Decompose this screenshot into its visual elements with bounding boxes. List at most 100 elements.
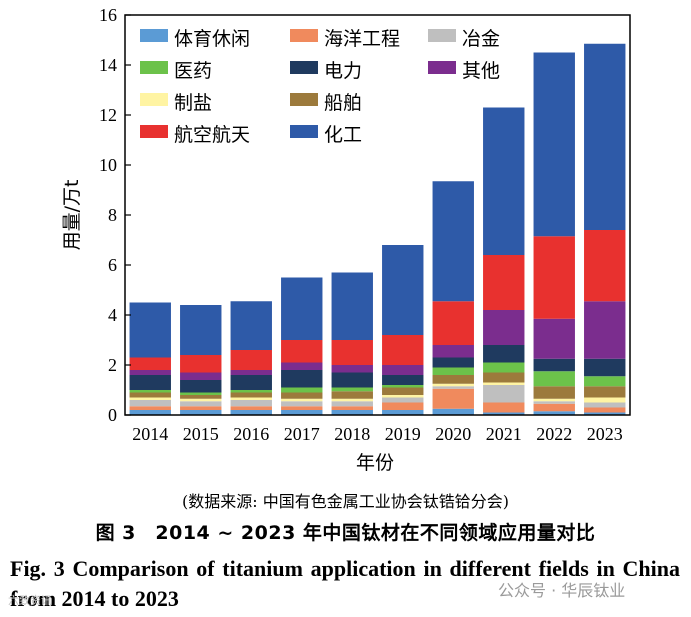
legend-swatch — [290, 29, 318, 42]
bar-segment — [533, 403, 575, 412]
y-tick-label: 6 — [108, 255, 117, 275]
bar-segment — [230, 410, 272, 415]
legend-label: 船舶 — [324, 92, 362, 114]
legend-label: 海洋工程 — [324, 28, 400, 50]
x-tick-label: 2017 — [284, 424, 320, 444]
bar-segment — [432, 383, 474, 387]
x-tick-label: 2022 — [536, 424, 572, 444]
bar-segment — [584, 407, 626, 413]
legend-swatch — [140, 29, 168, 42]
bar-segment — [584, 43, 626, 230]
bar-segment — [432, 301, 474, 345]
bar-segment — [584, 386, 626, 398]
bar-segment — [331, 391, 373, 399]
bar-segment — [230, 392, 272, 398]
bar-segment — [432, 408, 474, 415]
watermark-right: 公众号 · 华辰钛业 — [498, 581, 626, 600]
bar-segment — [230, 301, 272, 350]
bar-segment — [382, 395, 424, 398]
bar-segment — [584, 301, 626, 359]
bar-segment — [533, 371, 575, 387]
y-tick-label: 2 — [108, 355, 117, 375]
bar-segment — [331, 387, 373, 392]
bar-segment — [533, 52, 575, 237]
bar-segment — [281, 398, 323, 402]
bar-segment — [483, 372, 525, 383]
bar-segment — [533, 401, 575, 404]
bar-segment — [382, 397, 424, 403]
x-tick-label: 2019 — [385, 424, 421, 444]
bar-segment — [180, 355, 222, 373]
bar-segment — [230, 390, 272, 393]
x-tick-label: 2023 — [587, 424, 623, 444]
bar-segment — [432, 386, 474, 389]
bar-segment — [129, 397, 171, 400]
x-tick-label: 2015 — [183, 424, 219, 444]
legend-label: 化工 — [324, 124, 362, 146]
bar-segment — [533, 398, 575, 402]
bar-segment — [129, 410, 171, 415]
legend-swatch — [140, 61, 168, 74]
bar-segment — [432, 181, 474, 302]
bar-segment — [584, 412, 626, 415]
bar-segment — [180, 398, 222, 402]
bar-segment — [180, 401, 222, 407]
y-axis-title: 用量/万t — [61, 180, 83, 251]
bar-segment — [483, 382, 525, 385]
bar-segment — [483, 255, 525, 310]
legend-swatch — [428, 29, 456, 42]
bar-segment — [281, 370, 323, 388]
bar-segment — [584, 402, 626, 408]
y-tick-label: 8 — [108, 205, 117, 225]
legend-swatch — [428, 61, 456, 74]
y-axis: 0 2 4 6 8 10 12 14 16 — [99, 5, 131, 425]
x-tick-label: 2021 — [486, 424, 522, 444]
bar-segment — [382, 402, 424, 410]
legend-swatch — [290, 125, 318, 138]
bar-segment — [331, 340, 373, 365]
bar-segment — [584, 230, 626, 302]
bar-segment — [483, 362, 525, 373]
bar-segment — [533, 318, 575, 359]
y-tick-label: 12 — [99, 105, 117, 125]
bar-segment — [281, 410, 323, 415]
bar-segment — [584, 358, 626, 377]
bar-segment — [281, 362, 323, 370]
bar-segment — [533, 358, 575, 372]
bar-segment — [129, 370, 171, 375]
bar-segment — [483, 385, 525, 403]
watermark-left: 六致资讯 — [8, 594, 52, 607]
bar-segment — [180, 392, 222, 395]
bar-segment — [230, 350, 272, 370]
bar-segment — [533, 386, 575, 399]
bar-segment — [432, 388, 474, 409]
bar-segment — [382, 245, 424, 335]
legend-label: 制盐 — [174, 92, 212, 114]
bar-segment — [331, 401, 373, 407]
bar-segment — [432, 345, 474, 358]
y-tick-label: 4 — [108, 305, 117, 325]
bar-segment — [129, 302, 171, 358]
bar-segment — [483, 310, 525, 345]
bar-segment — [180, 406, 222, 410]
bar-segment — [382, 410, 424, 415]
bar-segment — [129, 375, 171, 390]
bar-segment — [180, 372, 222, 380]
bar-segment — [331, 406, 373, 410]
bar-segment — [483, 107, 525, 255]
bar-segment — [432, 367, 474, 375]
y-tick-label: 14 — [99, 55, 117, 75]
bar-segment — [331, 365, 373, 373]
legend-swatch — [140, 93, 168, 106]
bar-segment — [180, 395, 222, 399]
bar-segment — [180, 410, 222, 415]
bar-segment — [382, 375, 424, 385]
bar-segment — [533, 236, 575, 319]
bar-segment — [483, 402, 525, 413]
bar-segment — [230, 400, 272, 407]
bar-segment — [382, 385, 424, 388]
x-axis-title: 年份 — [356, 452, 394, 474]
bar-segment — [331, 410, 373, 415]
bar-segment — [584, 397, 626, 403]
